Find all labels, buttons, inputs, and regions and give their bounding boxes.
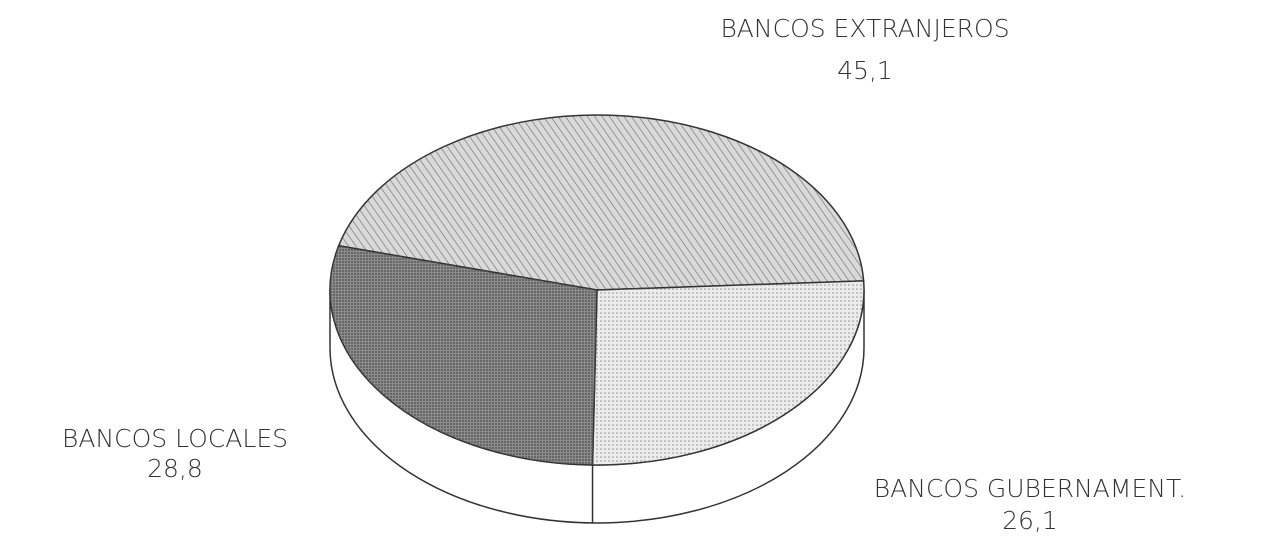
slice-label: BANCOS GUBERNAMENT. [874, 474, 1186, 503]
slice-texture [592, 280, 864, 465]
slice-texture [330, 245, 597, 465]
slice-texture [338, 115, 864, 291]
slice-value: 28,8 [147, 454, 203, 483]
slice-value: 26,1 [1002, 506, 1058, 535]
slice-label: BANCOS LOCALES [62, 424, 288, 453]
slice-label: BANCOS EXTRANJEROS [720, 14, 1009, 43]
slice-value: 45,1 [837, 56, 893, 85]
